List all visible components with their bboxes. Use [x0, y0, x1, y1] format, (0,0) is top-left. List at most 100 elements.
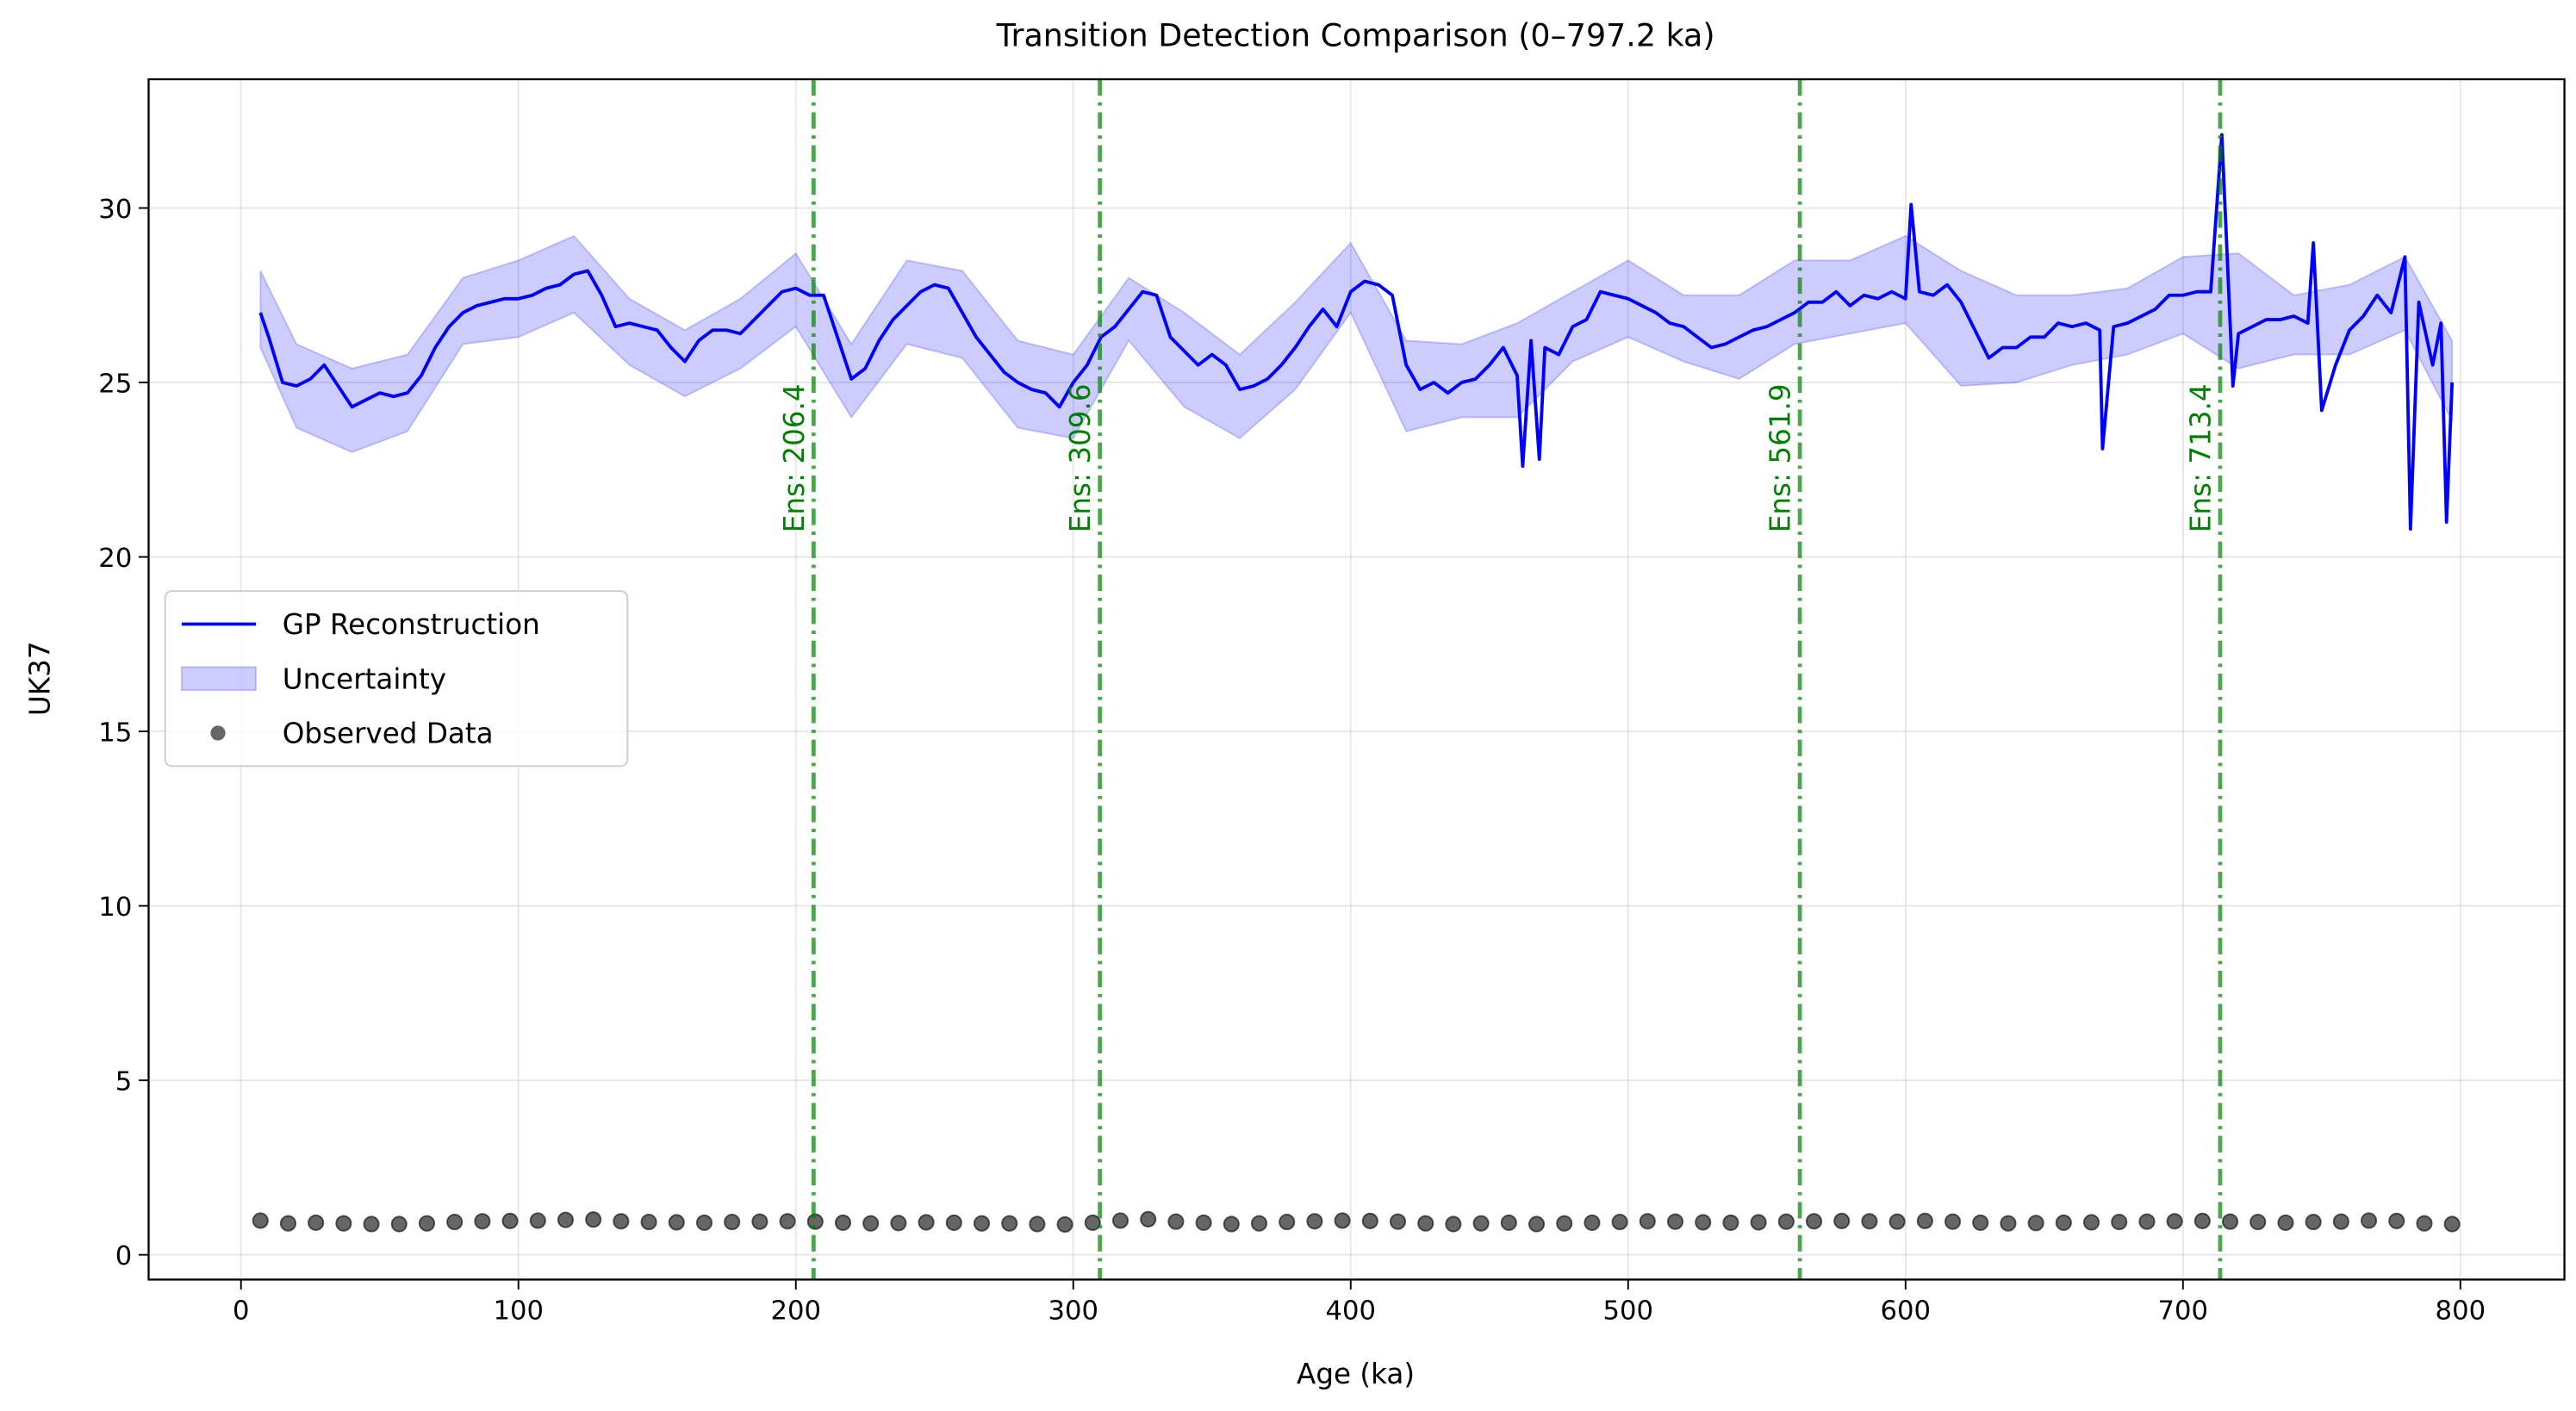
data-point: [1056, 1215, 1073, 1234]
data-point: [1805, 1213, 1823, 1230]
data-point: [390, 1215, 408, 1233]
x-tick-label: 300: [1048, 1296, 1099, 1326]
data-point: [446, 1214, 464, 1231]
data-point: [945, 1214, 962, 1231]
data-point: [279, 1215, 297, 1232]
data-point: [1695, 1214, 1712, 1231]
data-point: [2027, 1215, 2044, 1232]
data-point: [1001, 1215, 1018, 1232]
legend-label: Uncertainty: [283, 662, 446, 695]
data-point: [2277, 1214, 2294, 1231]
x-tick-label: 700: [2158, 1296, 2209, 1326]
transition-label: Ens: 561.9: [1764, 383, 1797, 532]
data-point: [1666, 1213, 1684, 1230]
data-point: [918, 1214, 935, 1231]
data-point: [2000, 1215, 2017, 1232]
data-point: [335, 1215, 352, 1232]
data-point: [2249, 1214, 2267, 1231]
data-point: [418, 1215, 436, 1232]
data-point: [1972, 1214, 1989, 1231]
y-tick-label: 25: [98, 370, 132, 400]
y-tick-label: 15: [98, 718, 132, 749]
data-point: [1500, 1214, 1517, 1231]
data-point: [1250, 1215, 1268, 1232]
x-tick-label: 100: [493, 1296, 544, 1326]
data-point: [695, 1214, 713, 1231]
data-point: [2082, 1214, 2100, 1231]
data-point: [751, 1213, 768, 1230]
y-tick-label: 10: [98, 892, 132, 923]
data-point: [1777, 1213, 1795, 1230]
data-point: [1750, 1214, 1767, 1231]
data-point: [1167, 1213, 1185, 1230]
data-point: [1639, 1213, 1656, 1230]
y-tick-label: 0: [115, 1241, 133, 1271]
data-point: [1861, 1213, 1878, 1230]
data-point: [557, 1211, 575, 1228]
data-point: [2332, 1213, 2349, 1230]
data-point: [640, 1214, 657, 1231]
x-tick-label: 600: [1881, 1296, 1932, 1326]
data-point: [1584, 1214, 1601, 1231]
y-tick-label: 30: [98, 195, 132, 225]
data-point: [1195, 1214, 1212, 1231]
x-tick-label: 400: [1326, 1296, 1377, 1326]
chart-title: Transition Detection Comparison (0–797.2…: [996, 17, 1715, 54]
data-point: [474, 1213, 491, 1230]
data-point: [724, 1214, 741, 1231]
data-point: [1417, 1215, 1434, 1232]
data-point: [613, 1213, 630, 1230]
data-point: [1888, 1213, 1906, 1230]
y-tick-label: 20: [98, 544, 132, 574]
data-point: [1140, 1210, 1157, 1228]
data-point: [1944, 1213, 1962, 1230]
y-tick-label: 5: [115, 1067, 133, 1097]
data-point: [1833, 1212, 1851, 1229]
data-point: [779, 1213, 796, 1230]
data-point: [2111, 1214, 2128, 1231]
data-point: [862, 1215, 880, 1232]
data-point: [529, 1212, 546, 1229]
data-point: [668, 1214, 685, 1231]
legend-box: [164, 590, 629, 768]
transition-label: Ens: 713.4: [2184, 383, 2217, 532]
data-point: [890, 1215, 907, 1232]
y-axis-label: UK37: [23, 641, 56, 716]
legend-patch: [180, 666, 258, 692]
data-point: [2166, 1213, 2183, 1230]
data-point: [2443, 1215, 2461, 1233]
data-point: [2388, 1212, 2405, 1229]
data-point: [2138, 1213, 2156, 1230]
data-point: [1279, 1214, 1296, 1231]
transition-label: Ens: 206.4: [778, 383, 811, 532]
data-point: [252, 1212, 269, 1229]
data-point: [501, 1212, 519, 1229]
x-tick-label: 500: [1603, 1296, 1654, 1326]
data-point: [1084, 1214, 1101, 1231]
data-point: [2055, 1214, 2072, 1231]
data-point: [2360, 1212, 2378, 1229]
data-point: [1528, 1215, 1546, 1233]
x-tick-label: 200: [770, 1296, 821, 1326]
data-point: [2221, 1213, 2239, 1230]
legend-dot: [210, 725, 226, 741]
gp-line: [258, 133, 2455, 531]
x-axis-label: Age (ka): [1297, 1358, 1415, 1390]
data-point: [1389, 1213, 1407, 1230]
data-point: [1361, 1212, 1378, 1229]
data-point: [1722, 1214, 1739, 1231]
data-point: [1334, 1212, 1351, 1229]
x-tick-label: 800: [2436, 1296, 2486, 1326]
data-point: [973, 1215, 991, 1232]
data-point: [834, 1214, 852, 1231]
data-point: [1556, 1215, 1573, 1232]
uncertainty-band: [259, 234, 2454, 454]
plot-frame: [147, 78, 2566, 1281]
legend-label: Observed Data: [283, 718, 494, 750]
data-point: [308, 1214, 325, 1231]
x-tick-label: 0: [233, 1296, 250, 1326]
data-point: [1029, 1215, 1046, 1233]
data-point: [1611, 1214, 1628, 1231]
data-point: [363, 1215, 380, 1233]
